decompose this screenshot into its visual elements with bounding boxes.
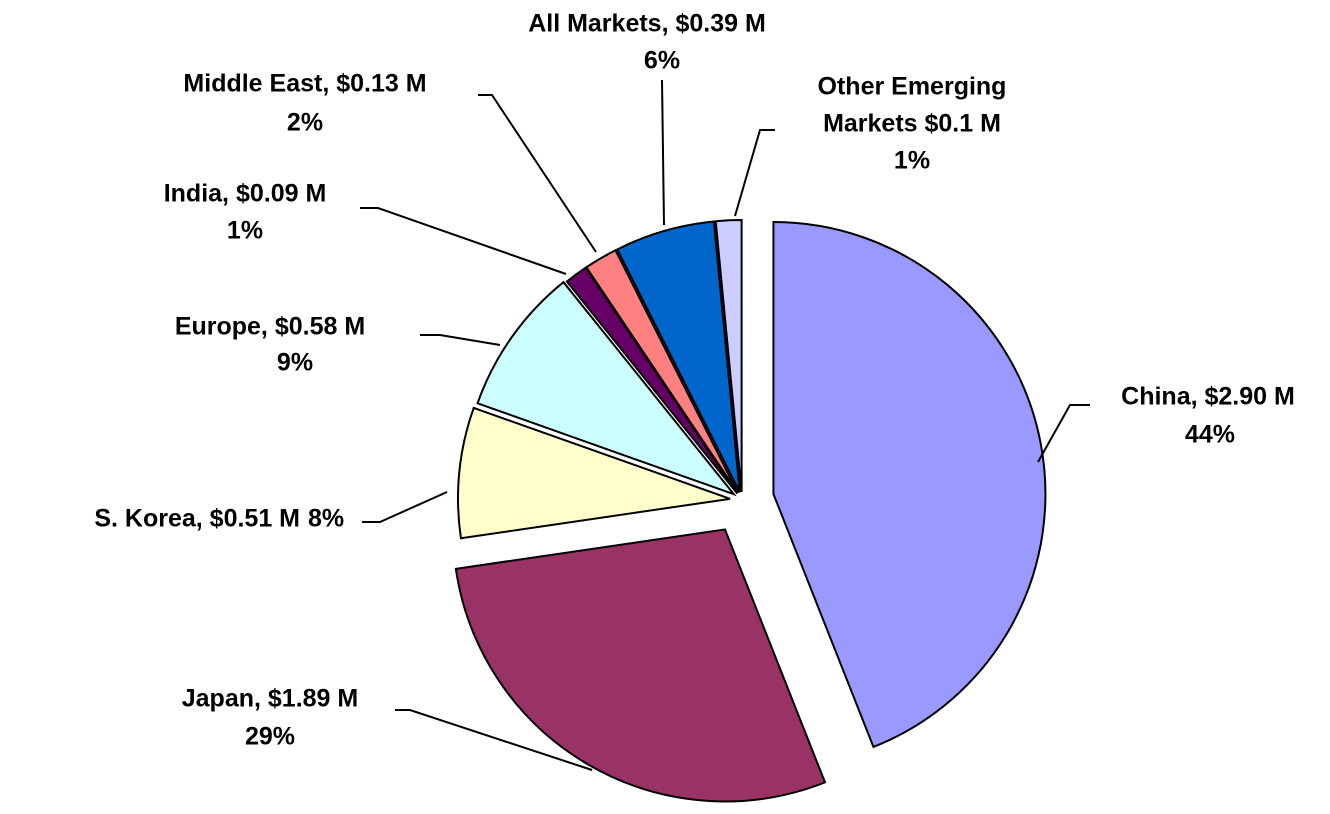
percent-label: 44% xyxy=(1185,421,1235,449)
slice-label: Middle East, $0.13 M xyxy=(183,70,426,98)
pie-slice xyxy=(615,220,741,493)
slice-label: Other Emerging xyxy=(818,73,1007,101)
slice-label: Europe, $0.58 M xyxy=(175,313,365,341)
slice-label: China, $2.90 M xyxy=(1121,383,1295,411)
pie-slice xyxy=(772,221,1047,749)
slice-label: All Markets, $0.39 M xyxy=(528,10,766,38)
pie-slice xyxy=(584,248,739,494)
percent-label: 9% xyxy=(277,349,313,377)
pie-slice xyxy=(714,219,743,493)
leader-line xyxy=(661,79,665,226)
leader-line xyxy=(478,94,597,253)
leader-line xyxy=(1037,404,1090,463)
leader-line xyxy=(420,334,501,346)
percent-label: 1% xyxy=(227,217,263,245)
slice-label: Markets $0.1 M xyxy=(823,110,1001,138)
slice-label: India, $0.09 M xyxy=(164,180,327,208)
percent-label: 6% xyxy=(644,47,680,75)
leader-line xyxy=(734,129,775,217)
leader-line xyxy=(395,709,593,771)
percent-label: 8% xyxy=(308,505,344,533)
pie-slice xyxy=(476,280,737,497)
percent-label: 2% xyxy=(287,109,323,137)
percent-label: 1% xyxy=(894,147,930,175)
pie-slice xyxy=(454,528,827,803)
leader-line xyxy=(360,207,567,275)
slice-label: S. Korea, $0.51 M xyxy=(94,505,300,533)
slice-label: Japan, $1.89 M xyxy=(182,685,358,713)
leader-line xyxy=(362,491,448,523)
pie-slice xyxy=(457,406,731,540)
percent-label: 29% xyxy=(245,723,295,751)
